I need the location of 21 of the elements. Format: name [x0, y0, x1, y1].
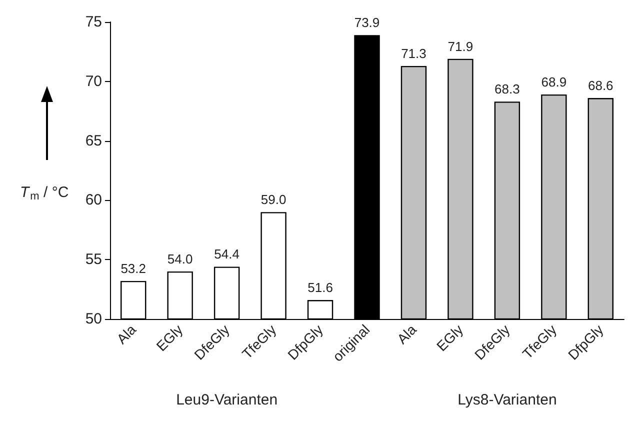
text: Lys8-Varianten: [458, 392, 557, 408]
data-label: 71.3: [401, 46, 426, 61]
data-label: 54.4: [214, 246, 240, 262]
text: Leu9-Varianten: [176, 392, 278, 408]
data-label: 51.6: [308, 280, 333, 295]
data-label: 68.6: [588, 78, 614, 94]
x-tick-label: Ala: [394, 321, 420, 347]
data-label: 71.9: [448, 38, 474, 54]
y-tick-label: 55: [85, 251, 102, 268]
y-tick-label: 50: [85, 310, 102, 328]
y-tick-label: 60: [85, 192, 102, 209]
data-label: 54.0: [167, 251, 193, 266]
x-tick-label: Ala: [113, 321, 140, 347]
data-label: 68.3: [494, 82, 520, 97]
data-label: 68.9: [541, 74, 567, 90]
data-label: 73.9: [354, 15, 380, 30]
y-tick-label: 70: [85, 72, 102, 90]
y-tick-label: 65: [85, 132, 102, 150]
y-tick-label: 75: [85, 14, 102, 30]
data-label: 53.2: [120, 260, 146, 276]
data-label: 59.0: [260, 192, 286, 208]
